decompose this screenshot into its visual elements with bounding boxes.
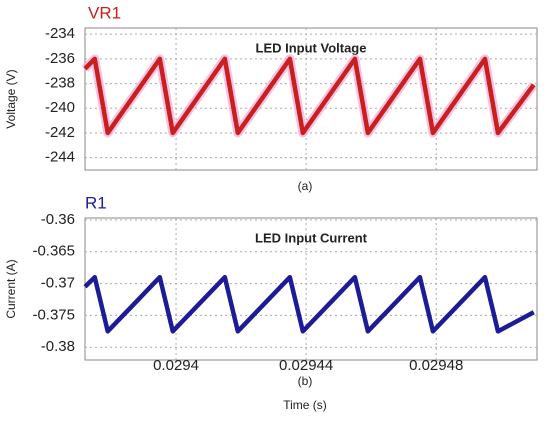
x-tick-label: 0.02948 (409, 357, 463, 374)
y-tick-label: -0.38 (41, 338, 75, 355)
x-axis-label: Time (s) (283, 398, 327, 412)
y-tick-label: -238 (45, 75, 75, 92)
y-tick-label: -240 (45, 99, 75, 116)
chart-title: LED Input Current (255, 230, 368, 245)
y-axis-label: Current (A) (4, 259, 18, 318)
y-tick-label: -0.375 (32, 306, 75, 323)
y-axis-label: Voltage (V) (4, 69, 18, 128)
y-tick-label: -236 (45, 50, 75, 67)
line (83, 274, 535, 334)
y-tick-label: -244 (45, 149, 75, 166)
y-tick-label: -0.365 (32, 243, 75, 260)
x-tick-label: 0.02944 (279, 357, 333, 374)
line (83, 56, 536, 136)
chart-title: LED Input Voltage (256, 40, 367, 55)
y-tick-label: -0.36 (41, 211, 75, 228)
y-tick-label: -0.37 (41, 275, 75, 292)
legend-label: VR1 (88, 3, 121, 22)
y-tick-label: -242 (45, 124, 75, 141)
y-tick-label: -234 (45, 25, 75, 42)
caption: (b) (298, 374, 313, 388)
caption: (a) (298, 179, 313, 193)
legend-label: R1 (85, 193, 107, 212)
x-tick-label: 0.0294 (153, 357, 199, 374)
